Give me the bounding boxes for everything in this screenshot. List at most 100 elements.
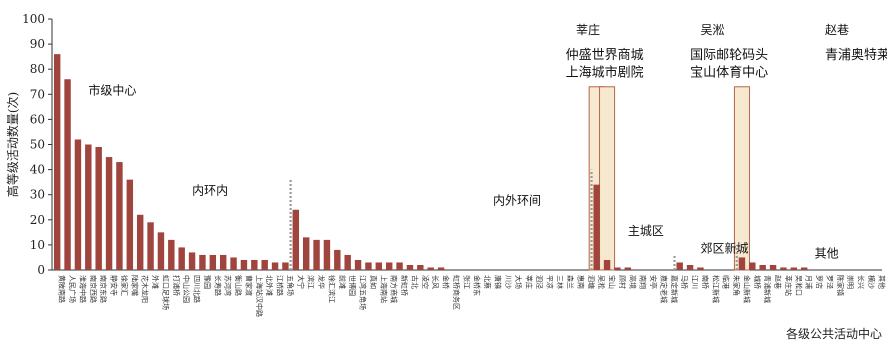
x-tick-label: 金桥 [442, 275, 451, 289]
x-tick-label: 苏河湾 [224, 275, 233, 296]
y-tick-label: 90 [30, 37, 45, 51]
bar [74, 139, 82, 270]
bar [240, 259, 248, 270]
x-tick-label: 新虹桥 [400, 275, 409, 296]
bar-series [53, 54, 808, 271]
region-dividers [289, 169, 738, 270]
x-tick-label: 吴淞 [597, 275, 606, 289]
annotation: 宝山体育中心 [690, 65, 768, 81]
bar [199, 254, 206, 270]
y-tick-label: 100 [22, 12, 45, 26]
annotation: 吴淞 [700, 23, 724, 37]
bar [417, 264, 424, 270]
bar [282, 262, 289, 270]
x-tick-label: 凌空 [421, 275, 430, 289]
annotation: 市级中心 [88, 82, 136, 97]
x-tick-label: 三林 [556, 275, 565, 289]
bar [790, 267, 798, 270]
bar [261, 259, 268, 270]
bar [344, 254, 351, 270]
x-tick-label: 龙华 [317, 275, 326, 289]
bar [759, 264, 766, 270]
x-tick-label: 北蔡 [483, 275, 492, 289]
bar [385, 262, 393, 270]
x-tick-label: 崇明 [846, 275, 854, 289]
annotation: 主城区 [628, 224, 664, 238]
bar [396, 262, 403, 270]
y-tick-label: 10 [30, 238, 45, 252]
x-tick-label: 陈家镇 [836, 275, 845, 296]
x-tick-label: 高境 [628, 275, 637, 289]
bar [53, 54, 61, 270]
x-tick-label: 嘉定老城 [659, 275, 668, 303]
annotation: 内外环间 [493, 194, 541, 208]
bar [738, 257, 746, 270]
x-tick-label: 莘庄 [525, 275, 534, 289]
bar [209, 254, 217, 270]
bar [769, 264, 777, 270]
x-tick-label: 中山公园 [182, 275, 191, 303]
bar [147, 222, 154, 270]
x-tick-label: 惠南 [576, 275, 585, 289]
x-tick-label: 四川北路 [193, 275, 202, 303]
bar [136, 214, 144, 270]
y-tick-label: 20 [30, 213, 45, 227]
annotation: 青浦奥特莱斯 [825, 48, 887, 63]
x-tick-label: 南桥 [701, 275, 710, 289]
x-tick-label: 顾村 [618, 275, 627, 289]
x-tick-label: 花木龙阳 [141, 275, 150, 303]
x-tick-label: 其他 [877, 275, 886, 289]
x-tick-label: 衡山路 [234, 275, 243, 296]
x-tick-label: 前滩 [338, 275, 347, 289]
bar [157, 232, 165, 270]
x-tick-label: 横沙 [867, 275, 876, 289]
x-tick-label: 赵巷 [774, 275, 783, 289]
x-tick-label: 长兴 [857, 275, 866, 289]
x-tick-label: 南方商城 [390, 275, 399, 303]
x-tick-label: 罗店 [815, 275, 824, 289]
x-tick-label: 安亭 [649, 275, 658, 289]
x-tick-label: 虹桥商务区 [452, 275, 461, 310]
bar [800, 267, 808, 270]
y-tick-label: 0 [37, 263, 45, 277]
bar [780, 267, 787, 270]
bar [302, 237, 310, 270]
annotation: 郊区新城 [700, 240, 748, 255]
bar [85, 144, 92, 270]
x-axis-label: 各级公共活动中心 [786, 326, 882, 341]
annotation: 赵巷 [825, 23, 849, 37]
y-tick-label: 30 [30, 188, 45, 202]
x-tick-label: 北外滩 [265, 275, 274, 296]
y-axis-label: 高等级活动数量(次) [5, 92, 20, 197]
x-tick-label: 唐镇 [493, 275, 502, 289]
annotation: 内环内 [192, 184, 228, 198]
x-tick-label: 豫园 [203, 275, 212, 289]
annotation: 莘庄 [576, 22, 600, 37]
bar [676, 262, 683, 270]
x-tick-label: 月浦 [805, 275, 814, 289]
x-tick-label: 长风 [431, 275, 440, 289]
x-tick-label: 静安寺 [110, 275, 119, 296]
x-tick-label: 朱家角 [732, 275, 741, 296]
x-tick-label: 张江 [462, 275, 471, 289]
x-tick-label: 江湾五角场 [359, 275, 368, 310]
bar [624, 267, 632, 270]
bar [365, 262, 372, 270]
x-tick-label: 青浦新城 [763, 275, 772, 303]
x-tick-label: 曹家渡 [244, 275, 253, 296]
x-tick-label: 宝山 [608, 275, 617, 289]
annotation: 其他 [815, 246, 839, 260]
x-tick-label: 川沙 [504, 275, 512, 289]
bar [251, 259, 258, 270]
bar [168, 239, 175, 270]
bar [178, 247, 185, 270]
x-tick-label: 松江新城 [711, 275, 720, 303]
y-tick-label: 80 [30, 62, 45, 76]
bar [292, 209, 300, 270]
bar [686, 264, 694, 270]
bar [749, 262, 756, 270]
x-tick-label: 陆家嘴 [130, 275, 139, 296]
bar [116, 162, 123, 270]
bar [230, 257, 237, 270]
